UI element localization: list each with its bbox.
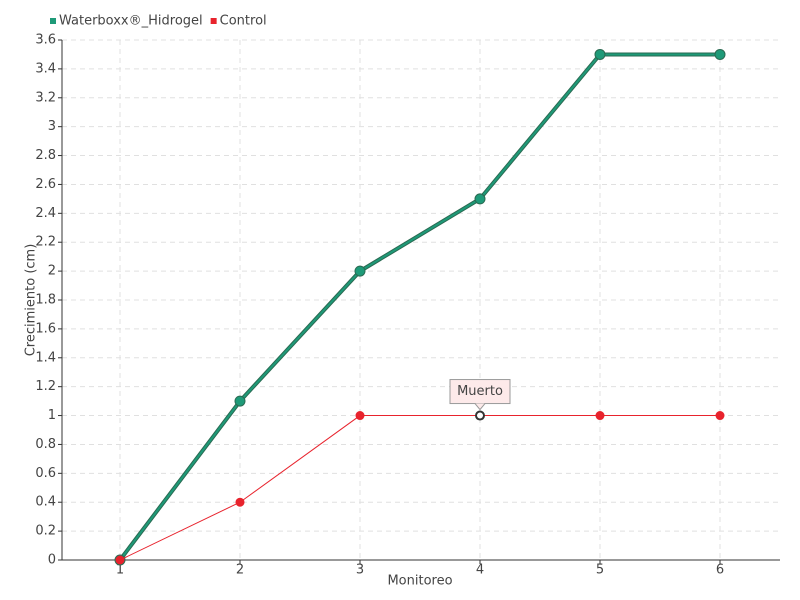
y-tick-label: 2.8: [35, 148, 56, 163]
data-point: [235, 497, 245, 507]
series-line: [119, 53, 720, 561]
x-axis-label: Monitoreo: [387, 574, 452, 589]
y-tick-label: 1.6: [35, 321, 56, 336]
annotation: Muerto: [457, 384, 503, 399]
y-tick-label: 2: [48, 264, 56, 279]
y-axis-label: Crecimiento (cm): [24, 244, 39, 357]
data-point: [595, 411, 605, 421]
data-point: [115, 555, 125, 565]
y-tick-label: 0.2: [35, 524, 56, 539]
x-tick-label: 6: [716, 563, 724, 578]
x-tick-label: 5: [596, 563, 604, 578]
series-line: [119, 415, 720, 561]
y-tick-label: 0.6: [35, 466, 56, 481]
y-tick-label: 1.4: [35, 350, 56, 365]
x-tick-label: 1: [116, 563, 124, 578]
data-point: [594, 48, 606, 60]
y-tick-label: 0: [48, 553, 56, 568]
x-tick-label: 2: [236, 563, 244, 578]
y-tick-label: 3.4: [35, 61, 56, 76]
legend-swatch: [50, 18, 56, 24]
legend-swatch: [210, 18, 217, 24]
legend-label: Control: [220, 14, 267, 29]
y-tick-label: 3.2: [35, 90, 56, 105]
y-tick-label: 2.6: [35, 177, 56, 192]
y-tick-label: 2.2: [35, 235, 56, 250]
y-tick-label: 1.8: [35, 293, 56, 308]
y-tick-label: 3.6: [35, 33, 56, 48]
annotation-pointer: [474, 403, 486, 411]
data-point: [715, 411, 725, 421]
data-point: [354, 265, 366, 277]
data-point: [355, 411, 365, 421]
y-tick-label: 2.4: [35, 206, 56, 221]
series-line-outline: [118, 52, 720, 562]
legend-label: Waterboxx®_Hidrogel: [59, 14, 203, 29]
y-tick-label: 3: [48, 119, 56, 134]
x-tick-label: 4: [476, 563, 484, 578]
x-tick-label: 3: [356, 563, 364, 578]
y-tick-label: 1.2: [35, 379, 56, 394]
data-point: [234, 395, 246, 407]
data-point: [475, 410, 485, 421]
data-point: [714, 48, 726, 60]
annotation-box: [449, 379, 511, 405]
data-point: [474, 193, 486, 205]
y-tick-label: 0.8: [35, 437, 56, 452]
y-tick-label: 1: [48, 408, 56, 423]
y-tick-label: 0.4: [35, 495, 56, 510]
